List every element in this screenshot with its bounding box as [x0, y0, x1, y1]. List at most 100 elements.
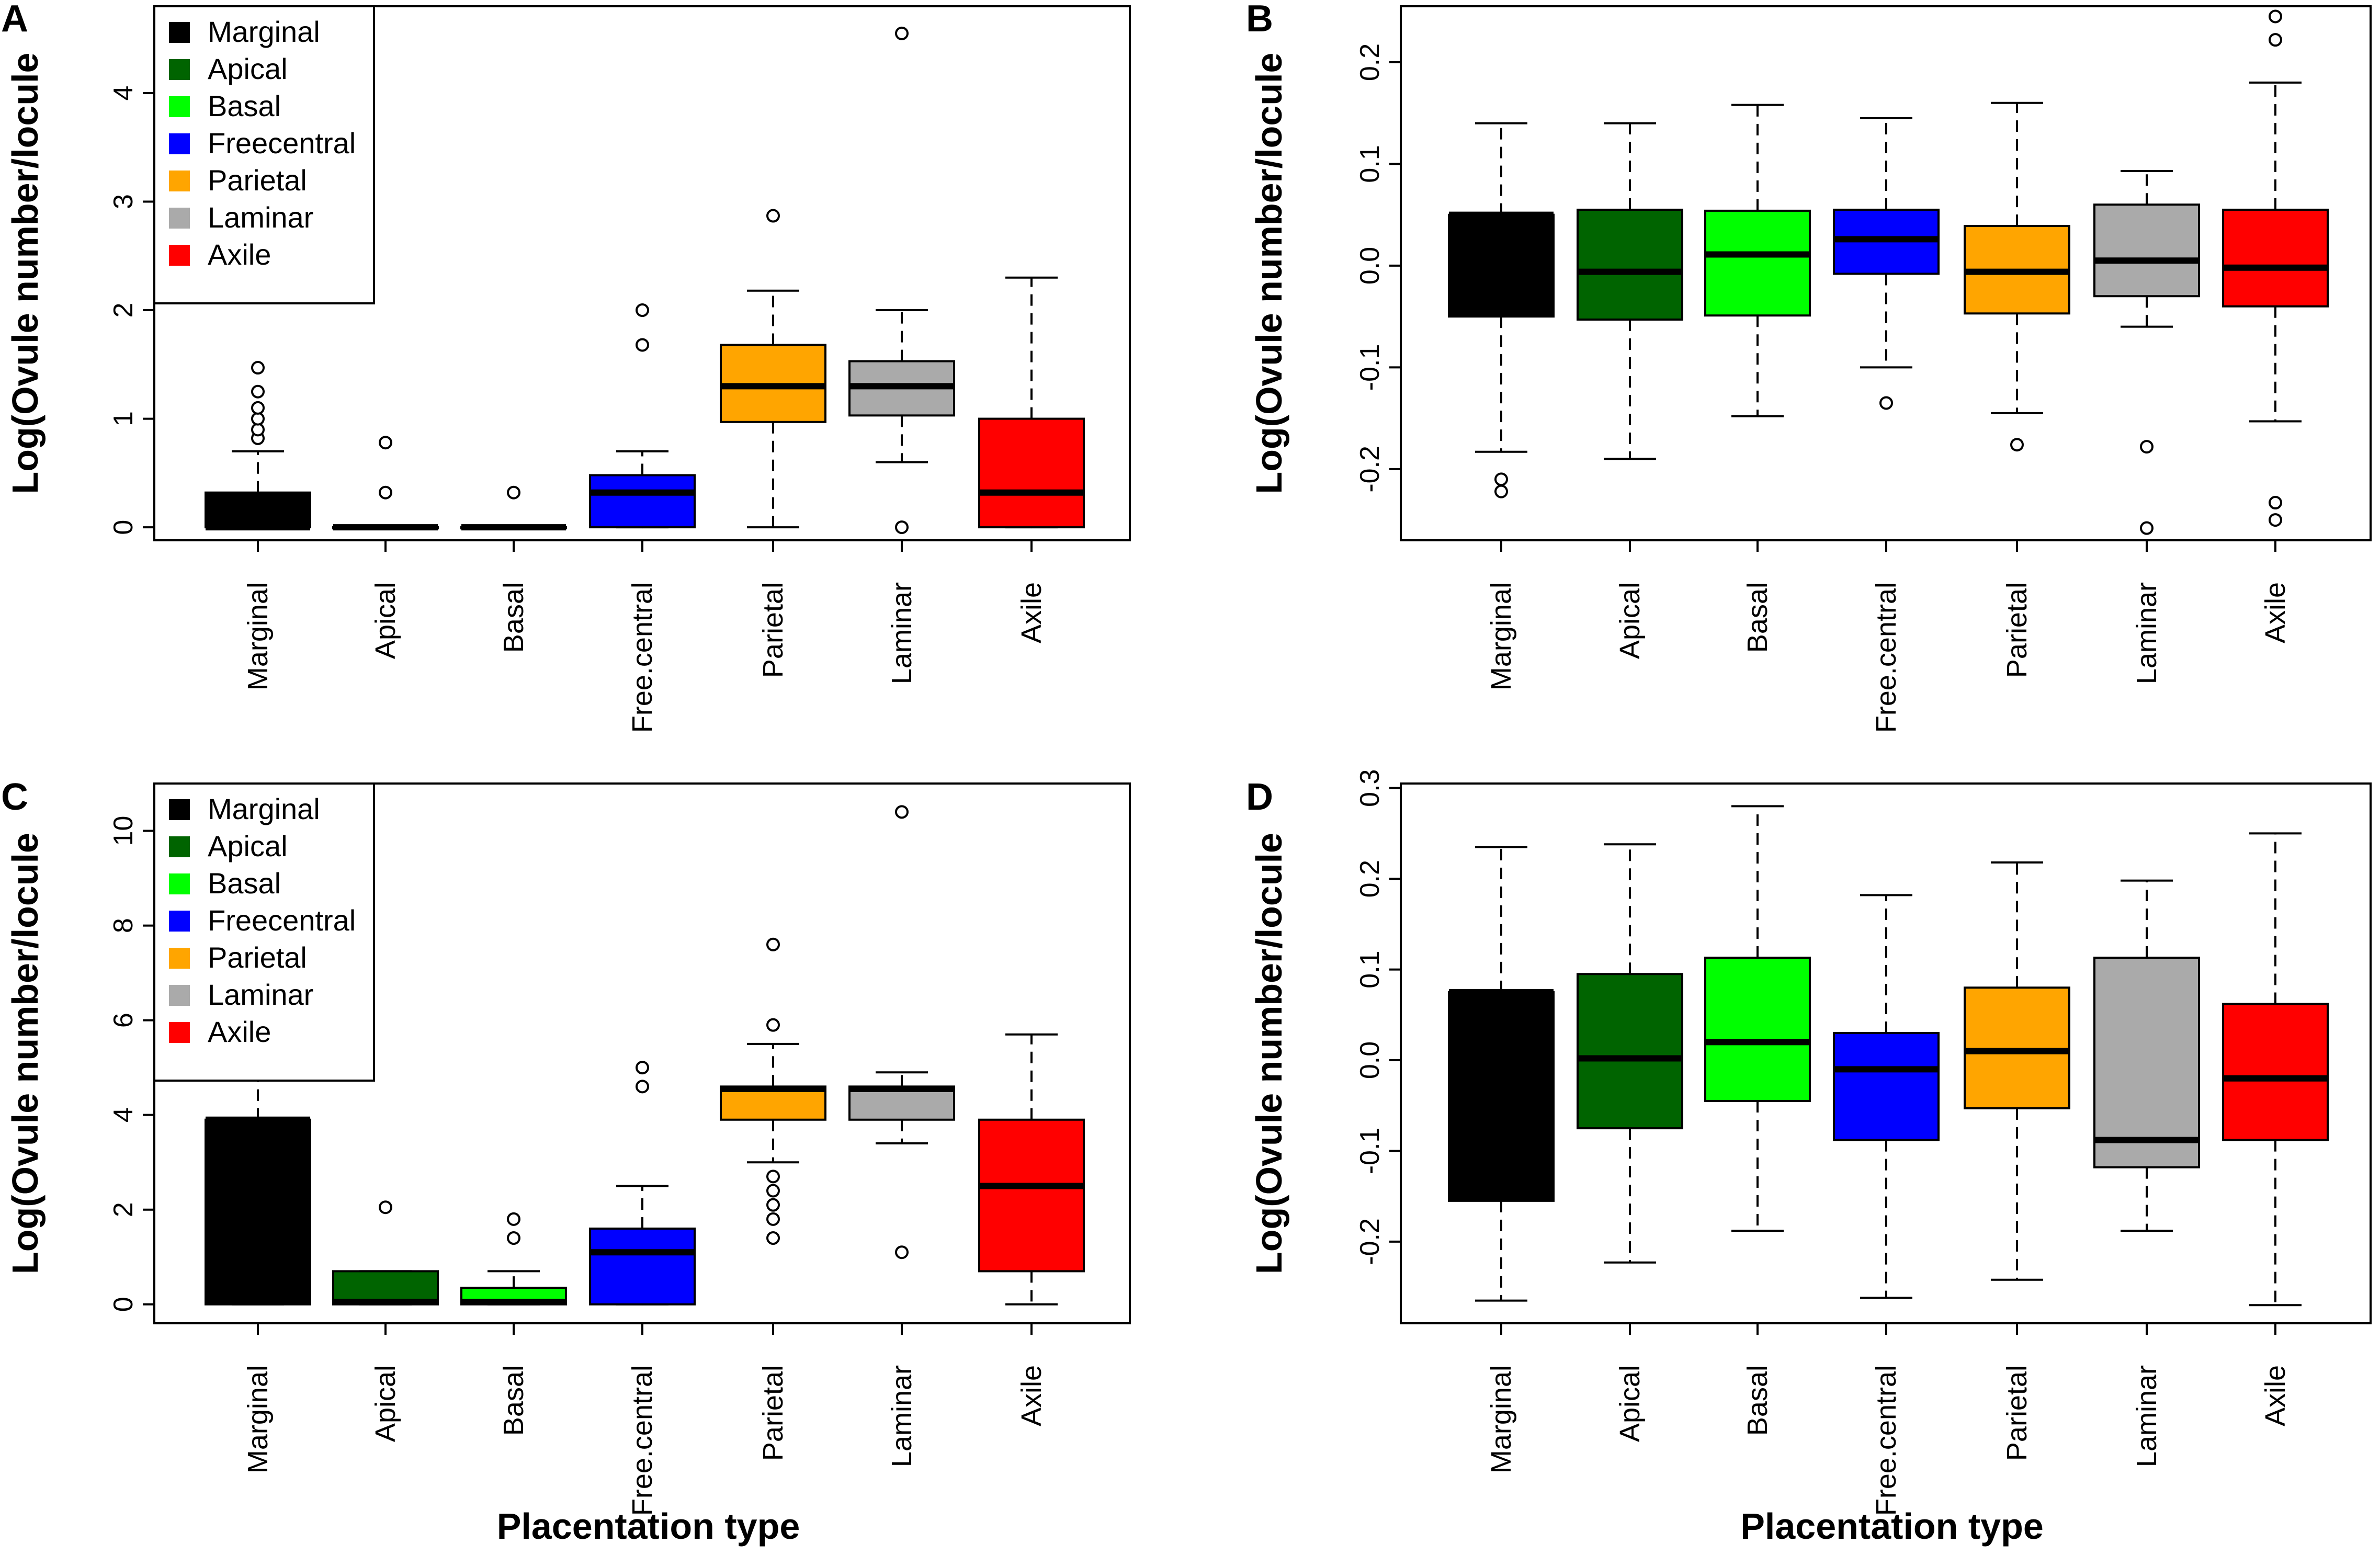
- outlier-point: [251, 423, 265, 437]
- box-parietal: [720, 209, 826, 529]
- box-body: [205, 1118, 311, 1306]
- y-tick-label: 0: [108, 1297, 139, 1312]
- legend-swatch: [169, 911, 190, 932]
- box-basal: [1704, 104, 1811, 417]
- box-marginal: [205, 361, 311, 531]
- y-tick-label: 2: [108, 1202, 139, 1217]
- y-axis: -0.2 -0.1 0.0 0.1 0.2 0.3: [1355, 769, 1401, 1265]
- outlier-point: [895, 520, 909, 535]
- legend-swatch: [169, 873, 190, 894]
- x-axis: Marginal Apical Basal Free.central Parietal L…: [1486, 1323, 2291, 1516]
- x-axis-label: Placentation type: [1740, 1506, 2044, 1547]
- outlier-point: [2140, 521, 2154, 535]
- outlier-point: [379, 485, 392, 500]
- legend-swatch: [169, 1022, 190, 1043]
- legend-label: Basal: [208, 89, 281, 122]
- box-axile: [2222, 832, 2329, 1307]
- x-tick-label: Free.central: [627, 582, 658, 733]
- box-axile: [978, 1033, 1085, 1306]
- legend-swatch: [169, 171, 190, 191]
- legend-label: Parietal: [208, 164, 307, 197]
- outlier-point: [1494, 472, 1508, 486]
- box-parietal: [720, 937, 826, 1245]
- x-axis: Marginal Apical Basal Free.central Parietal L…: [242, 1323, 1047, 1516]
- box-body: [1448, 213, 1555, 318]
- panel-b: B -0.2 -0.1 0.0 0.1 0.2 Log(Ovule number/locul…: [1246, 0, 2372, 733]
- outlier-point: [766, 1184, 780, 1198]
- y-tick-label: 2: [108, 303, 139, 318]
- panel-tag: A: [1, 0, 28, 40]
- y-tick-label: 0.2: [1355, 860, 1385, 898]
- legend-label: Axile: [208, 1015, 271, 1048]
- legend: Marginal Apical Basal Freecentral Parietal La…: [153, 782, 375, 1082]
- x-tick-label: Apical: [1614, 582, 1646, 659]
- outlier-point: [766, 937, 780, 951]
- box-body: [205, 491, 311, 529]
- legend-swatch: [169, 59, 190, 80]
- box-laminar: [2093, 879, 2200, 1232]
- box-freecentral: [1833, 117, 1940, 410]
- legend-label: Basal: [208, 867, 281, 900]
- x-tick-label: Apical: [370, 1365, 401, 1442]
- outlier-point: [636, 1061, 649, 1075]
- y-tick-label: 0.3: [1355, 769, 1385, 807]
- x-tick-label: Laminar: [886, 582, 917, 684]
- x-tick-label: Free.central: [1871, 1365, 1902, 1516]
- y-tick-label: 1: [108, 411, 139, 426]
- box-body: [720, 1085, 826, 1121]
- x-tick-label: Parietal: [757, 582, 789, 678]
- y-axis: 0 2 4 6 8 10: [108, 816, 154, 1312]
- outlier-point: [766, 1170, 780, 1184]
- box-body: [1448, 991, 1555, 1202]
- box-apical: [332, 436, 439, 531]
- legend-swatch: [169, 985, 190, 1006]
- outlier-point: [766, 1231, 780, 1245]
- box-axile: [2222, 9, 2329, 527]
- x-axis-label: Placentation type: [497, 1506, 800, 1547]
- box-body: [978, 417, 1085, 529]
- panel-tag: B: [1246, 0, 1273, 40]
- box-laminar: [848, 26, 955, 535]
- box-freecentral: [589, 1061, 696, 1306]
- x-tick-label: Marginal: [242, 1365, 274, 1473]
- outlier-point: [895, 805, 909, 819]
- box-body: [2093, 957, 2200, 1168]
- legend-swatch: [169, 948, 190, 969]
- y-tick-label: 8: [108, 918, 139, 933]
- x-axis: Marginal Apical Basal Free.central Parietal L…: [242, 540, 1047, 733]
- y-tick-label: -0.1: [1355, 344, 1385, 391]
- x-tick-label: Parietal: [2001, 582, 2033, 678]
- x-tick-label: Basal: [498, 582, 529, 653]
- box-body: [2222, 208, 2329, 308]
- outlier-point: [766, 1198, 780, 1212]
- legend-label: Axile: [208, 238, 271, 271]
- outlier-point: [2269, 9, 2282, 24]
- y-axis: 0 1 2 3 4: [108, 86, 154, 535]
- y-tick-label: 10: [108, 816, 139, 846]
- outlier-point: [507, 1212, 520, 1226]
- box-laminar: [2093, 170, 2200, 535]
- outlier-point: [895, 26, 909, 40]
- x-tick-label: Parietal: [757, 1365, 789, 1461]
- legend-label: Freecentral: [208, 127, 356, 160]
- y-axis: -0.2 -0.1 0.0 0.1 0.2: [1355, 43, 1401, 493]
- outlier-point: [251, 361, 265, 375]
- outlier-point: [251, 384, 265, 399]
- outlier-point: [507, 485, 520, 500]
- outlier-point: [379, 1200, 392, 1215]
- legend-label: Apical: [208, 830, 288, 862]
- box-body: [589, 474, 696, 529]
- x-tick-label: Axile: [1016, 1365, 1047, 1426]
- y-tick-label: -0.2: [1355, 446, 1385, 493]
- legend-swatch: [169, 836, 190, 857]
- panel-tag: D: [1246, 776, 1273, 818]
- legend-swatch: [169, 799, 190, 820]
- panel-c: C 0 2 4 6 8 10 Log(Ovule number/locule Marginal A…: [1, 776, 1131, 1547]
- legend-frame: [153, 5, 375, 304]
- legend-swatch: [169, 245, 190, 266]
- box-body: [2222, 1003, 2329, 1141]
- x-tick-label: Free.central: [1871, 582, 1902, 733]
- outlier-point: [2269, 496, 2282, 510]
- box-body: [1964, 986, 2070, 1109]
